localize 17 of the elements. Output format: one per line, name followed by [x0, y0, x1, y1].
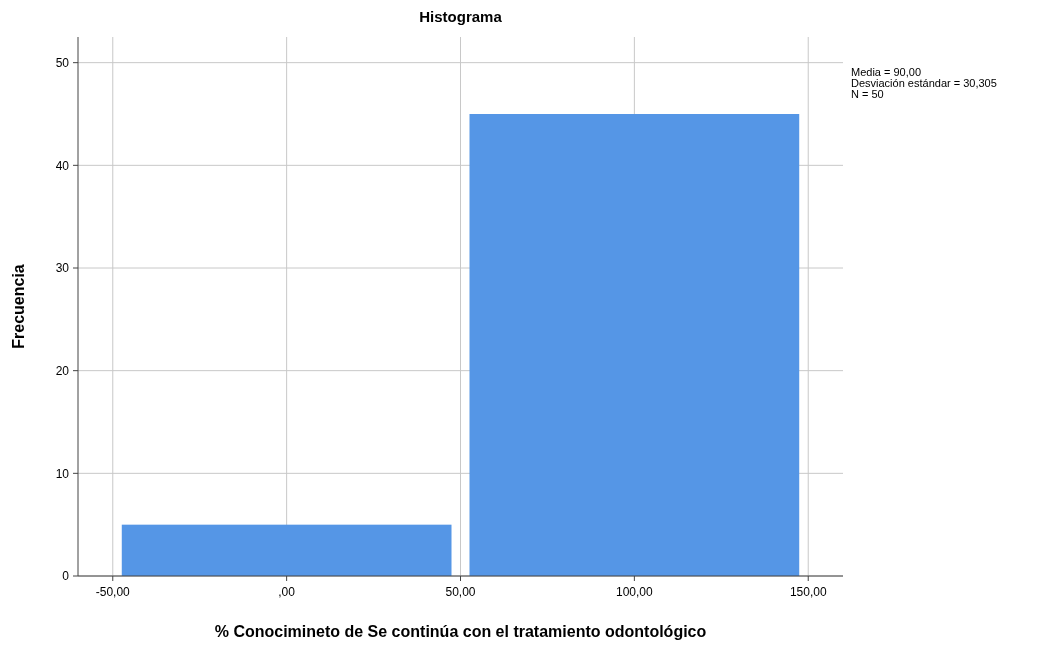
- x-tick-label: 50,00: [445, 585, 476, 599]
- x-axis-title: % Conocimineto de Se continúa con el tratamiento odontológico: [214, 623, 707, 640]
- x-tick-label: -50,00: [95, 585, 131, 599]
- y-tick-label: 50: [55, 55, 70, 70]
- x-tick-label: 150,00: [789, 585, 827, 599]
- y-axis-title: Frecuencia: [10, 264, 27, 349]
- y-tick-label: 0: [62, 569, 70, 584]
- y-tick-label: 10: [55, 466, 70, 481]
- y-tick-label: 40: [55, 158, 70, 173]
- text: N = 50: [851, 88, 884, 100]
- x-tick-label: ,00: [278, 585, 296, 599]
- chart-title: Histograma: [419, 8, 503, 25]
- x-tick-label: 100,00: [616, 585, 654, 599]
- text: Media = 90,00: [851, 66, 922, 78]
- y-tick-label: 20: [55, 363, 70, 378]
- y-tick-label: 30: [55, 261, 70, 276]
- text: Desviación estándar = 30,305: [851, 77, 997, 89]
